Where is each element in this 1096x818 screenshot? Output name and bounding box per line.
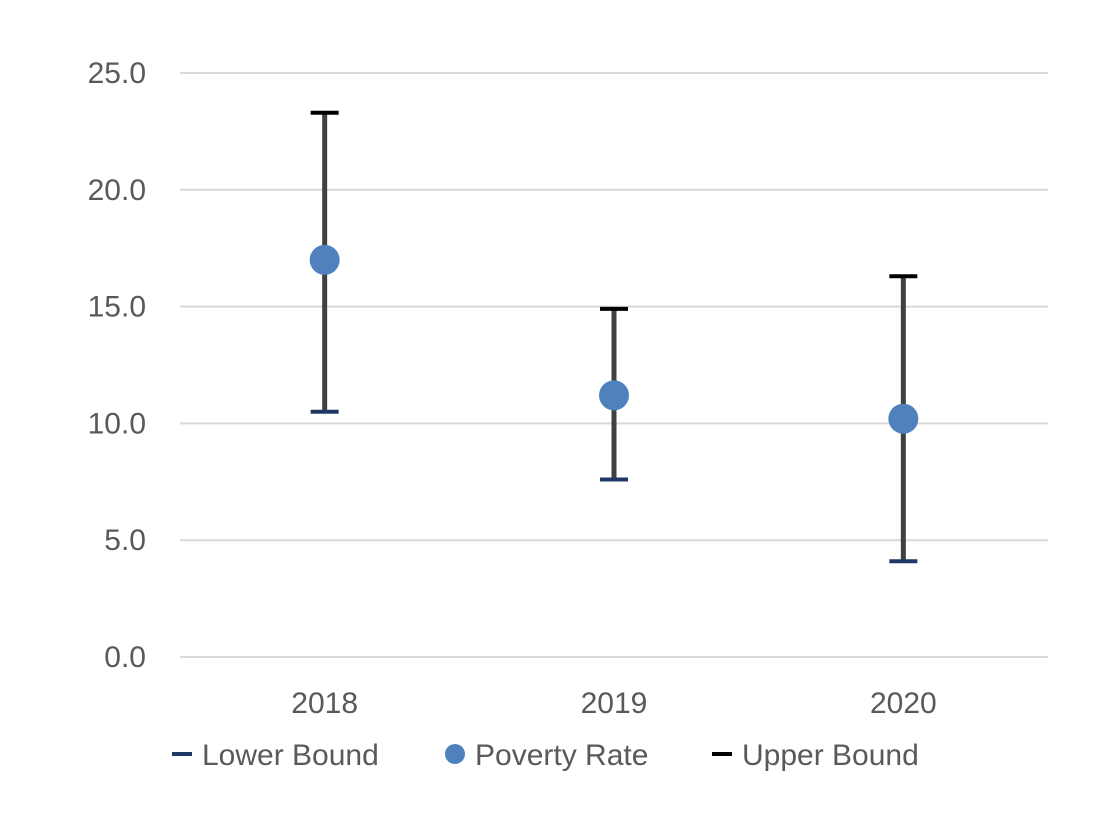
poverty-rate-point — [309, 244, 340, 275]
poverty-rate-point — [888, 403, 919, 434]
legend-label: Upper Bound — [742, 739, 919, 772]
poverty-rate-point — [599, 380, 629, 411]
y-tick-label: 10.0 — [88, 407, 146, 440]
x-tick-label: 2018 — [291, 687, 358, 720]
x-tick-label: 2020 — [870, 687, 937, 720]
y-tick-label: 5.0 — [104, 524, 146, 557]
y-tick-label: 15.0 — [88, 291, 146, 324]
y-tick-label: 20.0 — [88, 174, 146, 207]
x-tick-label: 2019 — [581, 687, 648, 720]
x-axis: 2018 2019 2020 — [291, 687, 936, 720]
y-tick-label: 0.0 — [104, 641, 146, 674]
legend-label: Lower Bound — [202, 739, 379, 772]
legend-label: Poverty Rate — [475, 739, 648, 772]
legend-marker-poverty-rate — [445, 744, 465, 764]
data-markers — [309, 110, 919, 564]
y-tick-label: 25.0 — [88, 57, 146, 90]
y-axis: 0.0 5.0 10.0 15.0 20.0 25.0 — [88, 57, 146, 674]
error-bars — [322, 112, 906, 562]
legend: Lower Bound Poverty Rate Upper Bound — [172, 739, 919, 772]
